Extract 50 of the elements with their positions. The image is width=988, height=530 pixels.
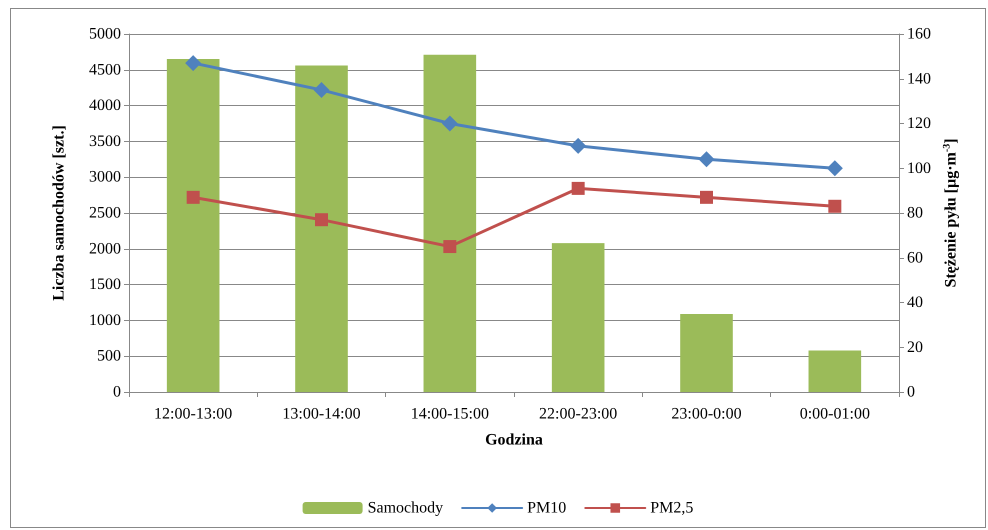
x-tick-label: 14:00-15:00 [410,406,489,422]
y2-tick-label: 0 [907,384,915,400]
point [443,240,456,254]
point [442,116,458,132]
bar [166,59,220,392]
x-tick-label: 12:00-13:00 [154,406,232,422]
x-tick-label: 22:00-23:00 [539,406,618,422]
y2-tick-label: 80 [907,204,923,222]
bar [680,314,733,392]
point [826,160,843,176]
point [186,190,200,204]
legend-label: Samochody [368,500,444,516]
y2-tick-label: 160 [907,26,931,42]
x-axis-title: Godzina [485,432,543,448]
y-axis-title: Liczba samochodów [szt.] [50,125,68,301]
point [700,190,713,204]
bar [424,54,476,392]
y-tick-label: 5000 [89,26,121,42]
point [828,200,842,213]
y-tick-label: 2500 [89,204,121,222]
legend-label: PM10 [527,500,566,516]
x-tick-label: 13:00-14:00 [282,406,361,422]
y2-tick-label: 40 [907,294,923,311]
y-tick-label: 4500 [89,61,121,78]
point [185,55,202,72]
x-tick-label: 23:00-0:00 [671,406,742,422]
y-tick-label: 4000 [89,97,121,114]
y-tick-label: 500 [97,348,121,365]
y-tick-label: 3500 [89,132,121,150]
bar [295,66,348,392]
y2-axis-title: Stężenie pyłu [µg·m-3] [941,138,960,288]
point [315,213,328,226]
bar [808,350,862,392]
y2-tick-label: 20 [907,338,923,356]
point [314,82,330,98]
point [570,138,586,154]
y-tick-label: 3000 [89,168,121,186]
y-tick-label: 1500 [89,276,121,294]
point [572,182,585,195]
y2-tick-label: 120 [907,115,931,132]
y2-tick-label: 140 [907,70,931,88]
bar [552,243,604,392]
point [698,151,714,168]
y2-tick-label: 100 [907,160,931,177]
y-tick-label: 0 [113,384,121,400]
y2-tick-label: 60 [907,249,923,266]
x-tick-label: 0:00-01:00 [800,406,870,422]
legend-label: PM2,5 [650,500,694,516]
y-tick-label: 2000 [89,240,121,258]
y-tick-label: 1000 [89,312,121,329]
